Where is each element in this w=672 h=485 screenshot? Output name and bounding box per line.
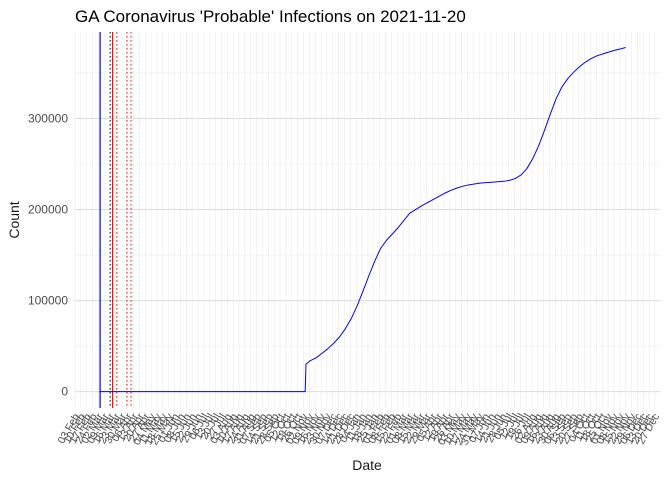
y-tick-labels: 0 100000 200000 300000 [28,111,68,398]
chart-title: GA Coronavirus 'Probable' Infections on … [75,7,466,26]
y-tick-label: 100000 [28,294,68,308]
plot-panel [75,32,660,408]
series-line [99,46,626,393]
y-tick-label: 0 [61,385,68,399]
y-tick-label: 300000 [28,111,68,125]
y-axis-title: Count [6,201,22,238]
series-layer [99,46,626,393]
y-tick-label: 200000 [28,203,68,217]
reference-lines [99,32,132,408]
x-axis-title: Date [352,457,382,473]
